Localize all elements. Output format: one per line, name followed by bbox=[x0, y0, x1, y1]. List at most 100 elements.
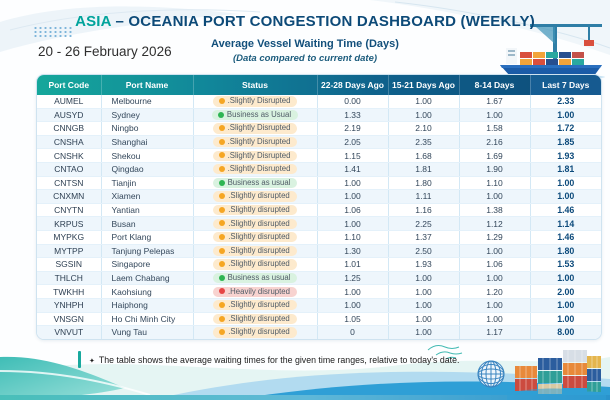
status-dot-icon bbox=[219, 247, 226, 254]
status-badge: .Slightly Disrupted bbox=[212, 123, 298, 134]
days-22-28-cell: 1.41 bbox=[317, 162, 389, 177]
days-22-28-cell: 1.05 bbox=[317, 312, 389, 327]
last-7-days-cell: 1.00 bbox=[530, 108, 601, 123]
days-15-21-cell: 1.80 bbox=[388, 176, 460, 191]
table-row: CNXMN Xiamen .Slightly disrupted 1.00 1.11 1.… bbox=[37, 189, 601, 204]
last-7-days-cell: 1.00 bbox=[530, 312, 601, 327]
days-15-21-cell: 2.35 bbox=[388, 135, 460, 150]
status-cell: .Slightly disrupted bbox=[193, 312, 318, 327]
port-name-cell: Ningbo bbox=[101, 121, 194, 136]
days-22-28-cell: 1.33 bbox=[317, 108, 389, 123]
column-header: Port Name bbox=[101, 75, 194, 95]
days-22-28-cell: 0.00 bbox=[317, 95, 389, 109]
days-15-21-cell: 1.37 bbox=[388, 230, 460, 245]
column-header: 15-21 Days Ago bbox=[388, 75, 460, 95]
footer-note: ✦ The table shows the average waiting tim… bbox=[78, 351, 459, 368]
days-22-28-cell: 1.30 bbox=[317, 244, 389, 259]
last-7-days-cell: 1.72 bbox=[530, 121, 601, 136]
port-name-cell: Port Klang bbox=[101, 230, 194, 245]
days-15-21-cell: 1.93 bbox=[388, 257, 460, 272]
status-dot-icon bbox=[218, 98, 225, 105]
table-row: AUMEL Melbourne .Slightly Disrupted 0.00 1.0… bbox=[37, 95, 601, 109]
status-cell: .Heavily disrupted bbox=[193, 284, 318, 299]
port-name-cell: Melbourne bbox=[101, 95, 194, 109]
cargo-containers-illustration bbox=[477, 350, 606, 400]
status-dot-icon bbox=[218, 152, 225, 159]
status-cell: .Slightly disrupted bbox=[193, 257, 318, 272]
table-row: YNHPH Haiphong .Slightly disrupted 1.00 1.00… bbox=[37, 298, 601, 313]
table-row: VNSGN Ho Chi Minh City .Slightly disrupted… bbox=[37, 312, 601, 327]
last-7-days-cell: 1.00 bbox=[530, 298, 601, 313]
port-code-cell: VNVUT bbox=[37, 325, 102, 339]
table-header-row: Port Code Port Name Status 22-28 Days Ago 15… bbox=[37, 75, 601, 95]
port-code-cell: AUMEL bbox=[37, 95, 102, 109]
column-header: Last 7 Days bbox=[530, 75, 601, 95]
days-22-28-cell: 1.00 bbox=[317, 216, 389, 231]
status-cell: .Slightly disrupted bbox=[193, 189, 318, 204]
days-8-14-cell: 1.00 bbox=[459, 244, 531, 259]
status-cell: .Slightly Disrupted bbox=[193, 95, 318, 109]
days-8-14-cell: 1.38 bbox=[459, 203, 531, 218]
days-8-14-cell: 1.00 bbox=[459, 298, 531, 313]
days-22-28-cell: 1.00 bbox=[317, 284, 389, 299]
port-code-cell: CNXMN bbox=[37, 189, 102, 204]
column-header: 22-28 Days Ago bbox=[317, 75, 389, 95]
status-badge: .Slightly Disrupted bbox=[212, 164, 298, 175]
subtitle-note: (Data compared to current date) bbox=[232, 53, 378, 64]
days-22-28-cell: 1.00 bbox=[317, 176, 389, 191]
days-15-21-cell: 2.10 bbox=[388, 121, 460, 136]
status-badge: Business as usual bbox=[212, 177, 298, 189]
days-15-21-cell: 1.00 bbox=[388, 271, 460, 286]
days-15-21-cell: 1.00 bbox=[388, 284, 460, 299]
status-badge: .Slightly disrupted bbox=[213, 232, 297, 243]
days-22-28-cell: 0 bbox=[317, 325, 389, 339]
days-8-14-cell: 1.10 bbox=[459, 176, 531, 191]
last-7-days-cell: 2.33 bbox=[530, 95, 601, 109]
days-8-14-cell: 1.58 bbox=[459, 121, 531, 136]
status-cell: Business as usual bbox=[193, 176, 318, 191]
days-22-28-cell: 1.15 bbox=[317, 148, 389, 163]
status-dot-icon bbox=[219, 193, 226, 200]
port-name-cell: Tanjung Pelepas bbox=[101, 244, 194, 259]
status-label: .Slightly Disrupted bbox=[227, 136, 291, 146]
title-region: ASIA bbox=[75, 13, 112, 30]
days-15-21-cell: 1.00 bbox=[388, 108, 460, 123]
footer-accent-bar bbox=[78, 351, 81, 368]
port-code-cell: CNTAO bbox=[37, 162, 102, 177]
status-badge: .Slightly disrupted bbox=[213, 313, 297, 324]
port-code-cell: CNSHK bbox=[37, 148, 102, 163]
table-row: AUSYD Sydney Business as Usual 1.33 1.00 1.00… bbox=[37, 108, 601, 123]
days-15-21-cell: 2.50 bbox=[388, 244, 460, 259]
status-badge: .Slightly disrupted bbox=[213, 218, 297, 229]
port-name-cell: Haiphong bbox=[101, 298, 194, 313]
status-badge: .Heavily disrupted bbox=[213, 286, 297, 297]
status-label: .Slightly Disrupted bbox=[227, 96, 291, 106]
days-8-14-cell: 1.00 bbox=[459, 271, 531, 286]
status-dot-icon bbox=[218, 166, 225, 173]
status-cell: .Slightly Disrupted bbox=[193, 135, 318, 150]
table-row: MYTPP Tanjung Pelepas .Slightly disrupted 1… bbox=[37, 244, 601, 259]
title-main: – OCEANIA PORT CONGESTION DASHBOARD bbox=[111, 13, 461, 30]
port-code-cell: AUSYD bbox=[37, 108, 102, 123]
port-name-cell: Shanghai bbox=[101, 135, 194, 150]
days-15-21-cell: 1.81 bbox=[388, 162, 460, 177]
days-22-28-cell: 1.10 bbox=[317, 230, 389, 245]
days-8-14-cell: 1.00 bbox=[459, 108, 531, 123]
status-label: .Slightly Disrupted bbox=[227, 164, 291, 174]
last-7-days-cell: 2.00 bbox=[530, 284, 601, 299]
footer-note-text: The table shows the average waiting time… bbox=[98, 354, 460, 365]
days-8-14-cell: 1.67 bbox=[459, 95, 531, 109]
globe-icon bbox=[477, 360, 505, 388]
bullet-icon: ✦ bbox=[89, 357, 95, 365]
days-8-14-cell: 2.16 bbox=[459, 135, 531, 150]
status-badge: .Slightly Disrupted bbox=[212, 96, 298, 107]
title-frequency: (WEEKLY) bbox=[460, 13, 535, 30]
status-label: Business as usual bbox=[227, 177, 291, 187]
port-name-cell: Sydney bbox=[101, 108, 194, 123]
status-label: Business as Usual bbox=[226, 109, 292, 119]
port-name-cell: Xiamen bbox=[101, 189, 194, 204]
days-8-14-cell: 1.69 bbox=[459, 148, 531, 163]
port-name-cell: Vung Tau bbox=[101, 325, 194, 339]
table-row: VNVUT Vung Tau .Slightly disrupted 0 1.00 1.1… bbox=[37, 325, 601, 339]
port-name-cell: Laem Chabang bbox=[101, 271, 194, 286]
